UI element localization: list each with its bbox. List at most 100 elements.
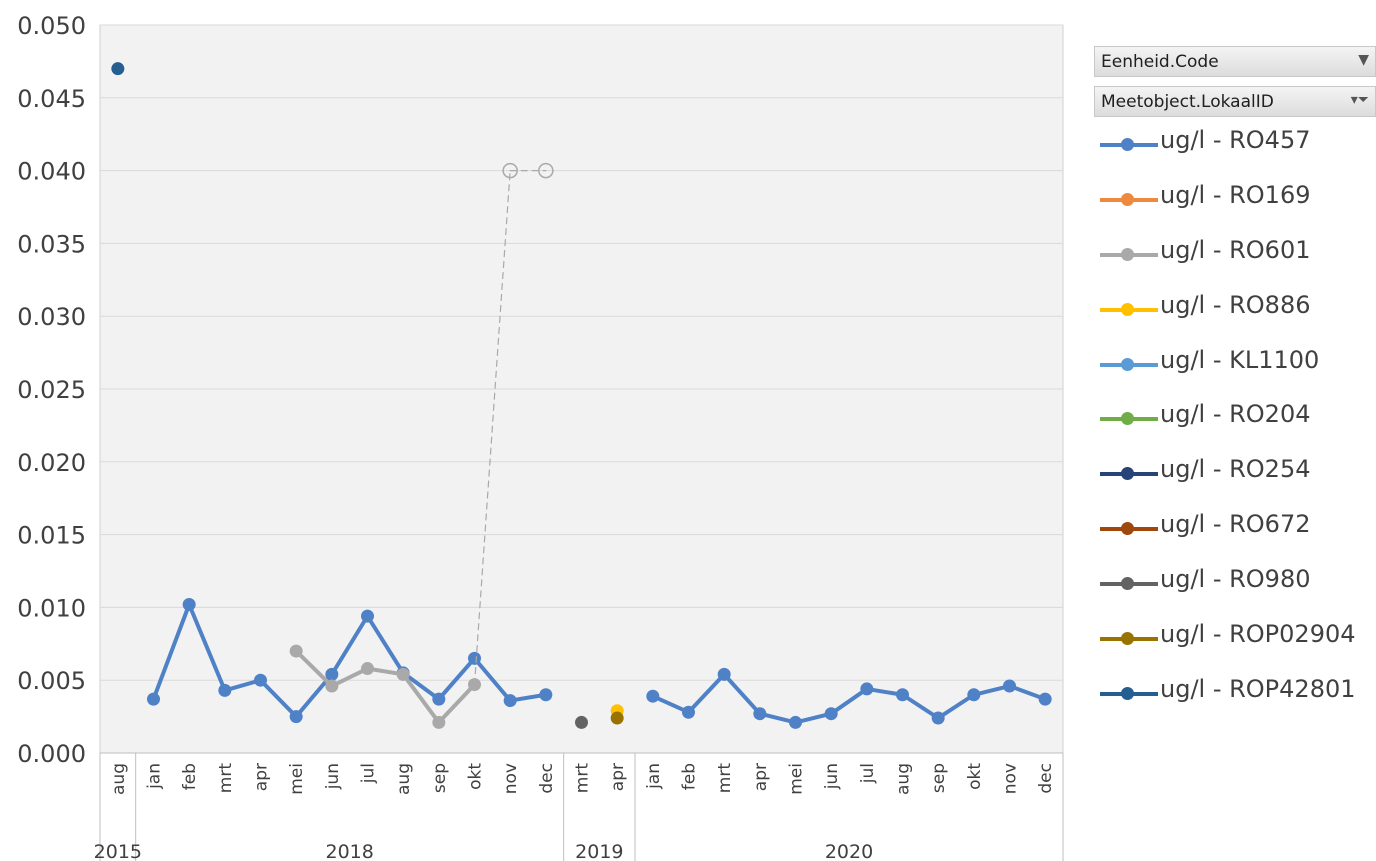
legend-label: ug/l - RO980 xyxy=(1160,565,1311,594)
x-tick-label: jul xyxy=(858,763,878,784)
legend-label: ug/l - ROP42801 xyxy=(1160,674,1356,703)
series-line xyxy=(686,672,727,715)
series-9 xyxy=(610,711,624,725)
year-label: 2019 xyxy=(575,841,623,861)
series-line xyxy=(436,656,477,702)
x-tick-label: aug xyxy=(109,763,129,795)
data-point xyxy=(539,688,553,702)
series-line xyxy=(329,614,370,677)
meetobject-lokaalid-filter-button[interactable]: Meetobject.LokaalID ▾⏷ xyxy=(1094,86,1376,117)
legend-item: ug/l - RO204 xyxy=(1100,392,1376,447)
data-point xyxy=(646,689,660,703)
legend-item: ug/l - KL1100 xyxy=(1100,338,1376,393)
y-tick-label: 0.000 xyxy=(17,740,86,768)
x-tick-label: dec xyxy=(1036,763,1056,794)
x-tick-label: feb xyxy=(180,763,200,790)
y-tick-label: 0.015 xyxy=(17,522,86,550)
series-layer xyxy=(111,62,1052,729)
data-point xyxy=(789,715,802,729)
legend-item: ug/l - ROP42801 xyxy=(1100,667,1376,722)
x-tick-label: jun xyxy=(323,763,343,790)
data-point xyxy=(575,715,588,729)
series-line xyxy=(829,686,869,716)
legend-label: ug/l - RO672 xyxy=(1160,510,1311,539)
y-tick-label: 0.030 xyxy=(17,303,86,331)
x-tick-label: mei xyxy=(287,763,307,795)
legend-swatch-marker xyxy=(1121,138,1134,151)
year-label: 2015 xyxy=(94,841,142,861)
y-tick-label: 0.040 xyxy=(17,158,86,186)
legend-label: ug/l - RO457 xyxy=(1160,126,1311,154)
x-tick-label: nov xyxy=(501,763,521,794)
y-tick-label: 0.005 xyxy=(17,667,86,695)
legend-swatch-marker xyxy=(1121,192,1134,206)
x-tick-label: feb xyxy=(680,763,700,790)
data-point xyxy=(432,692,446,706)
data-point xyxy=(753,707,767,721)
data-point xyxy=(717,667,731,681)
data-point xyxy=(325,679,339,693)
x-axis-ticks: aug jan feb mrt apr mei jun jul aug sep okt nov dec m… xyxy=(94,752,1064,861)
series-line xyxy=(365,614,406,675)
series-line xyxy=(900,692,941,721)
legend-item: ug/l - ROP02904 xyxy=(1100,612,1376,667)
series-line xyxy=(401,670,441,702)
legend-label: ug/l - ROP02904 xyxy=(1160,620,1356,649)
y-axis-ticks: 0.000 0.005 0.010 0.015 0.020 0.025 0.030 0.035… xyxy=(17,12,86,768)
x-tick-label: apr xyxy=(252,763,272,791)
data-point xyxy=(503,694,517,708)
y-tick-label: 0.050 xyxy=(17,12,86,40)
series-8 xyxy=(575,715,588,729)
legend-swatch-marker xyxy=(1121,247,1134,261)
data-point xyxy=(254,673,267,687)
x-tick-label: mrt xyxy=(573,763,593,794)
series-10 xyxy=(111,62,125,76)
data-point xyxy=(361,662,374,676)
dropdown-arrow-icon: ▼ xyxy=(1358,52,1369,68)
series-2 xyxy=(289,162,554,729)
series-line xyxy=(187,602,227,693)
legend-item: ug/l - RO672 xyxy=(1100,502,1376,557)
data-point xyxy=(538,162,554,179)
legend-item: ug/l - RO980 xyxy=(1100,557,1376,612)
x-tick-label: aug xyxy=(894,763,914,795)
data-point xyxy=(182,597,196,611)
legend-label: ug/l - RO169 xyxy=(1160,180,1311,209)
y-tick-label: 0.035 xyxy=(17,230,86,258)
data-point xyxy=(967,688,981,702)
series-line xyxy=(294,649,334,689)
series-line xyxy=(472,656,513,703)
legend-item: ug/l - RO457 xyxy=(1100,118,1376,173)
data-point xyxy=(361,609,374,623)
data-point xyxy=(610,711,624,725)
series-line xyxy=(473,170,511,686)
x-tick-label: sep xyxy=(430,763,450,793)
year-label: 2018 xyxy=(325,841,373,861)
data-point xyxy=(111,62,125,76)
x-tick-label: jan xyxy=(644,763,664,790)
legend-swatch-marker xyxy=(1121,467,1134,481)
x-tick-label: dec xyxy=(537,763,557,794)
data-point xyxy=(824,707,838,721)
legend-label: ug/l - RO204 xyxy=(1160,400,1311,429)
y-tick-label: 0.020 xyxy=(17,449,86,477)
data-point xyxy=(468,651,481,665)
x-tick-label: jul xyxy=(359,763,379,784)
legend-swatch-marker xyxy=(1121,302,1134,316)
x-tick-label: apr xyxy=(608,763,628,791)
y-tick-label: 0.045 xyxy=(17,85,86,113)
legend-item: ug/l - RO601 xyxy=(1100,228,1376,283)
data-point xyxy=(396,667,410,681)
legend-item: ug/l - RO886 xyxy=(1100,283,1376,338)
legend-item: ug/l - RO254 xyxy=(1100,447,1376,502)
filter-icon: ▾⏷ xyxy=(1350,92,1369,108)
chart-legend: ug/l - RO457 ug/l - RO169 ug/l - RO601 ug/l… xyxy=(1100,118,1376,722)
series-line xyxy=(401,672,441,725)
data-point xyxy=(147,692,160,706)
eenheid-code-filter-button[interactable]: Eenheid.Code ▼ xyxy=(1094,46,1376,77)
x-tick-label: sep xyxy=(929,763,949,793)
x-tick-label: jan xyxy=(145,763,165,790)
legend-swatch-marker xyxy=(1121,577,1134,591)
legend-swatch-marker xyxy=(1121,632,1134,646)
